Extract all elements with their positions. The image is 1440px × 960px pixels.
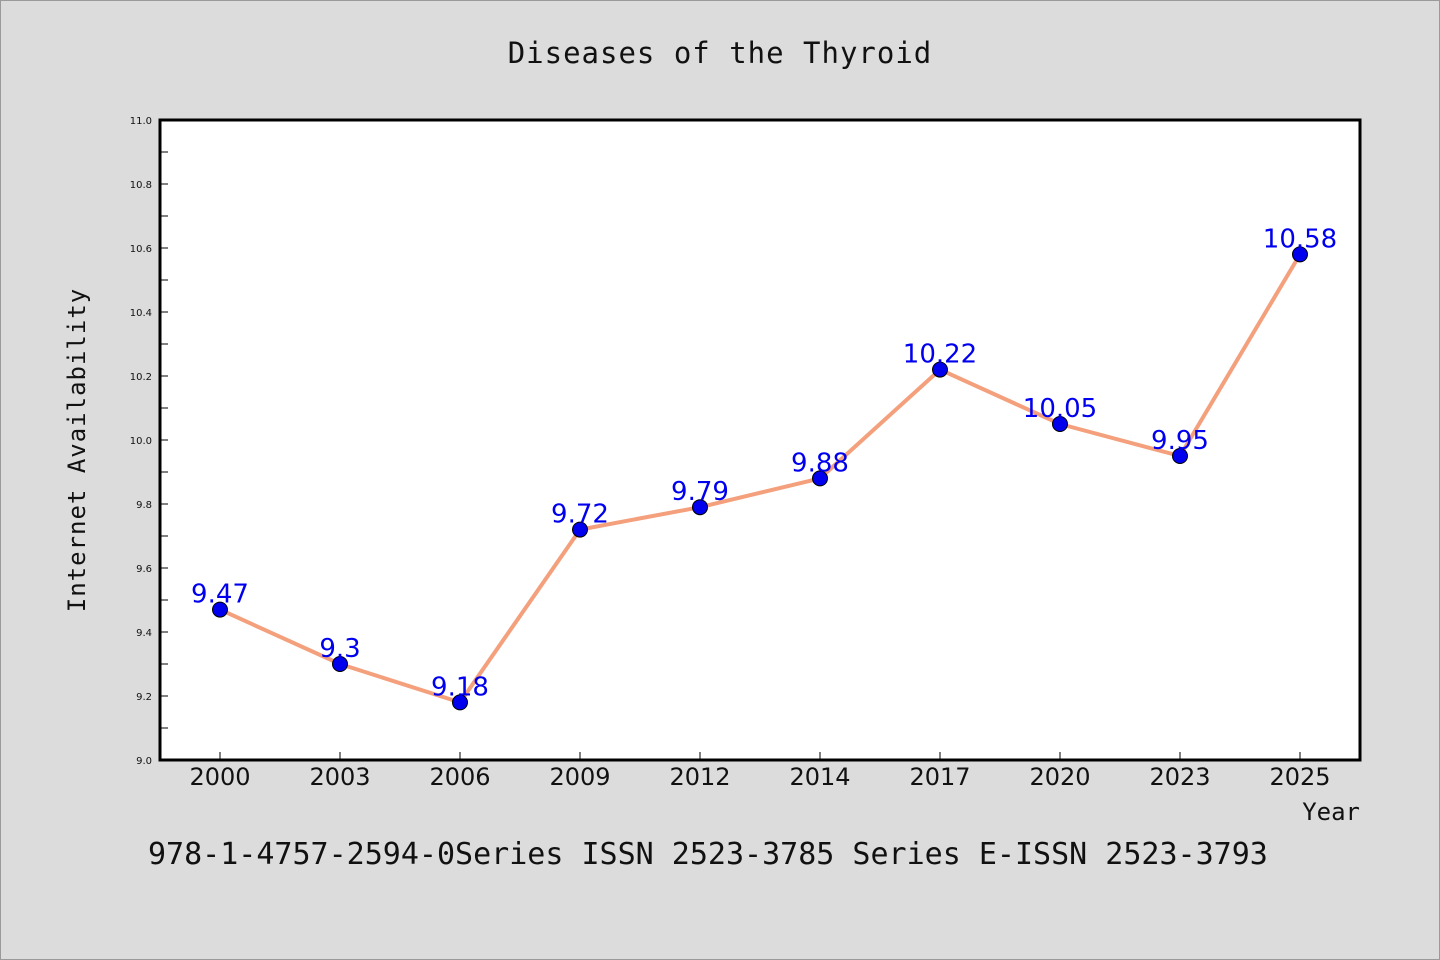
y-tick-label: 10.8 — [130, 180, 152, 191]
y-tick-label: 10.6 — [130, 244, 152, 255]
data-point — [932, 361, 948, 378]
y-tick-label: 9.0 — [136, 756, 152, 767]
data-label: 9.72 — [551, 500, 609, 530]
x-tick-label: 2025 — [1269, 763, 1330, 791]
y-tick-label: 9.2 — [136, 692, 152, 703]
y-tick-label: 9.6 — [136, 564, 152, 575]
footer-isbn-text: 978-1-4757-2594-0Series ISSN 2523-3785 S… — [148, 837, 1268, 872]
data-label: 9.95 — [1151, 426, 1209, 456]
y-tick-label: 11.0 — [130, 116, 152, 127]
x-tick-label: 2014 — [789, 763, 850, 791]
x-tick-label: 2009 — [549, 763, 610, 791]
x-tick-label: 2003 — [309, 763, 370, 791]
data-point — [1052, 416, 1068, 432]
y-tick-label: 10.2 — [130, 372, 152, 383]
data-point — [332, 656, 348, 672]
data-label: 9.88 — [791, 448, 849, 478]
x-tick-label: 2000 — [189, 763, 250, 791]
data-point — [452, 694, 468, 711]
data-point — [692, 499, 708, 516]
plot-area — [158, 118, 1362, 762]
y-tick-label: 10.4 — [130, 308, 152, 319]
data-point — [1292, 246, 1308, 263]
data-point — [812, 470, 828, 487]
y-axis-label: Internet Availability — [63, 288, 91, 612]
y-tick-label: 9.8 — [136, 500, 152, 511]
y-tick-label: 9.4 — [136, 628, 152, 639]
x-tick-label: 2023 — [1149, 763, 1210, 791]
series-line-group: 9.47 9.3 9.18 9.72 9.79 9.88 10.22 10.05 9.95 10.… — [191, 224, 1337, 711]
x-tick-label: 2006 — [429, 763, 490, 791]
data-label: 10.22 — [903, 340, 977, 370]
data-label: 9.3 — [319, 634, 360, 664]
y-axis: 9.0 9.2 9.4 9.6 9.8 10.0 10.2 10.4 10.6 10.8 11.0 — [130, 116, 168, 767]
data-label: 10.58 — [1263, 224, 1337, 254]
data-label: 9.47 — [191, 580, 249, 610]
x-tick-label: 2012 — [669, 763, 730, 791]
x-axis: 2000 2003 2006 2009 2012 2014 2017 2020 2023 2025 — [189, 752, 1331, 791]
data-point — [212, 601, 228, 618]
data-label: 9.18 — [431, 672, 489, 702]
data-label: 10.05 — [1023, 394, 1097, 424]
x-tick-label: 2020 — [1029, 763, 1090, 791]
y-tick-label: 10.0 — [130, 436, 152, 447]
data-point — [1172, 448, 1188, 464]
data-label: 9.79 — [671, 477, 729, 507]
chart-title: Diseases of the Thyroid — [508, 36, 933, 70]
series-line — [219, 253, 1302, 705]
data-point — [572, 521, 588, 538]
x-axis-label: Year — [1302, 798, 1360, 826]
x-tick-label: 2017 — [909, 763, 970, 791]
